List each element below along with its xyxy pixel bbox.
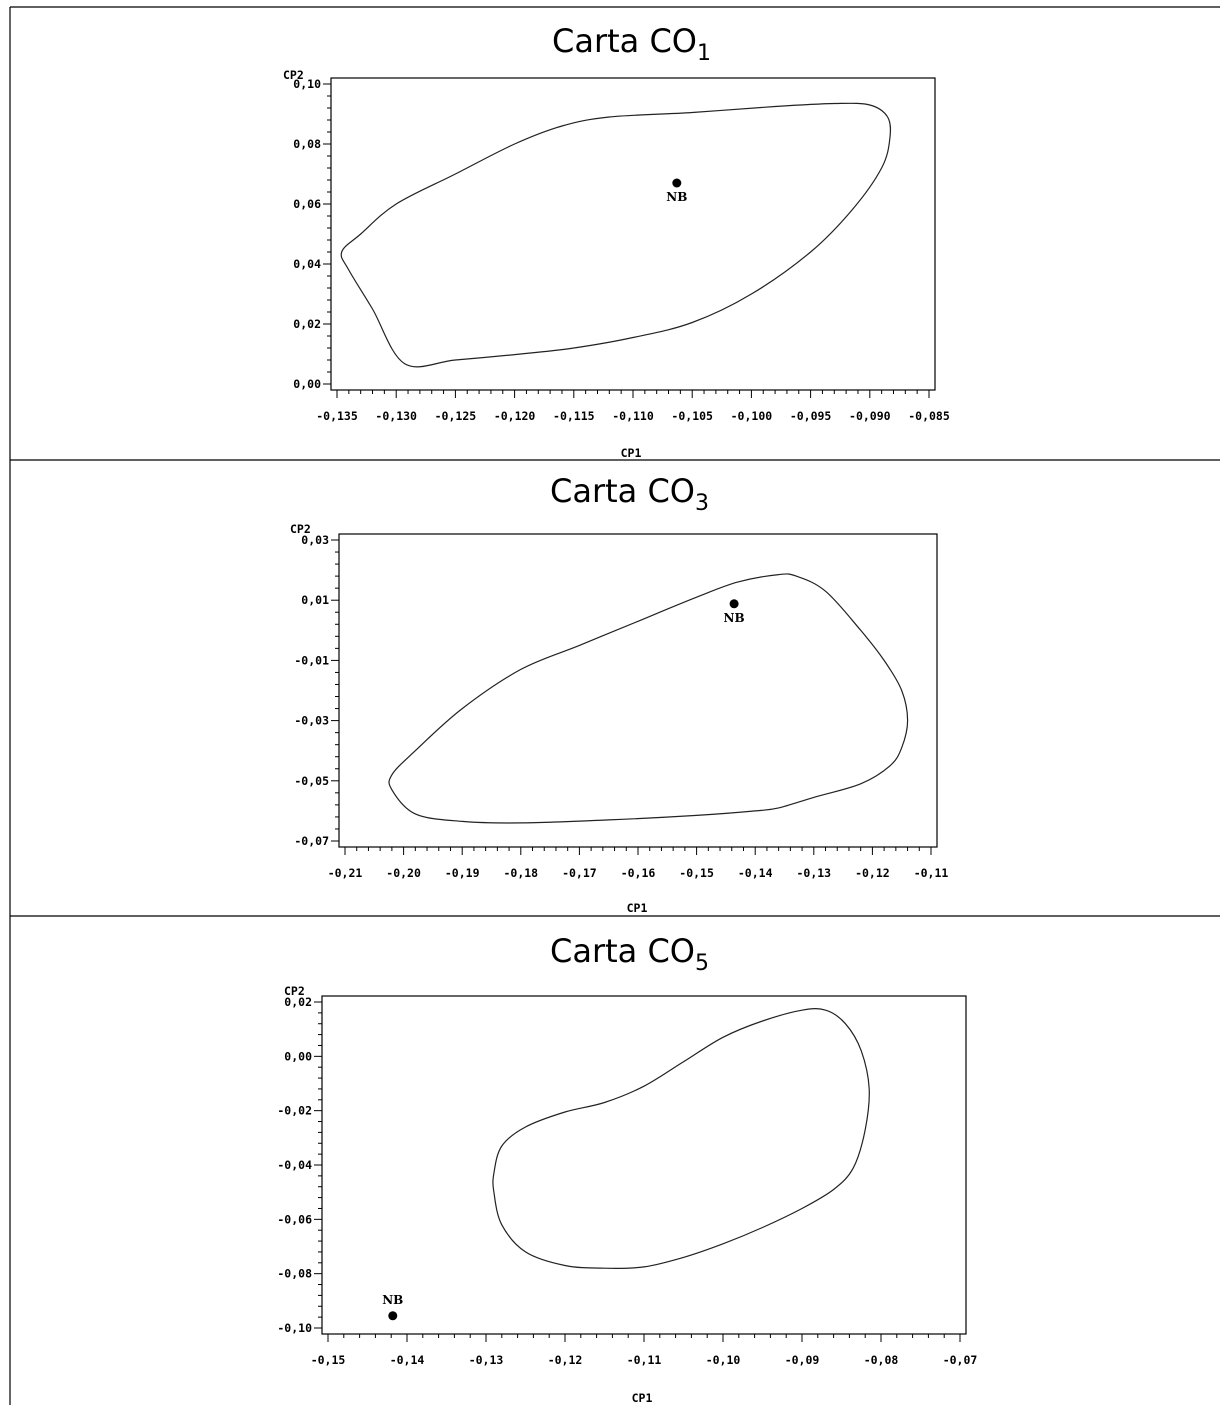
y-tick-label: -0,01 (294, 653, 329, 667)
x-tick-label: -0,21 (328, 866, 363, 880)
x-axis-title: CP1 (632, 1391, 653, 1405)
x-tick-label: -0,08 (864, 1353, 899, 1367)
y-tick-label: 0,00 (284, 1049, 312, 1063)
x-tick-label: -0,18 (503, 866, 538, 880)
confidence-region-layer (340, 102, 892, 368)
plot-area (330, 77, 936, 391)
y-tick-label: -0,03 (294, 714, 329, 728)
x-tick-label: -0,13 (469, 1353, 504, 1367)
x-tick-label: -0,110 (612, 409, 654, 423)
x-tick-label: -0,125 (435, 409, 477, 423)
confidence-region (388, 573, 909, 824)
point-label: NB (724, 611, 745, 625)
x-tick-label: -0,105 (671, 409, 713, 423)
y-tick-label: 0,08 (293, 137, 321, 151)
x-tick-label: -0,135 (316, 409, 358, 423)
x-axis-title: CP1 (621, 446, 642, 460)
chart-panel-co5: Carta CO5 -0,15 -0,14 -0,13 -0,12 -0,11 -0,10… (277, 932, 977, 1405)
y-tick-label: 0,00 (293, 377, 321, 391)
x-tick-label: -0,17 (562, 866, 597, 880)
x-tick-label: -0,11 (627, 1353, 662, 1367)
x-tick-label: -0,120 (494, 409, 536, 423)
chart-title: Carta CO3 (550, 472, 709, 516)
x-tick-label: -0,12 (855, 866, 890, 880)
y-tick-label: 0,03 (301, 533, 329, 547)
x-tick-label: -0,16 (621, 866, 656, 880)
confidence-region-layer (388, 573, 909, 824)
chart-title: Carta CO5 (550, 932, 709, 976)
x-tick-label: -0,19 (445, 866, 480, 880)
x-tick-label: -0,15 (311, 1353, 346, 1367)
x-tick-label: -0,14 (390, 1353, 425, 1367)
axis-ticks: -0,21 -0,20 -0,19 -0,18 -0,17 -0,16 -0,15 -0,14… (294, 533, 948, 880)
x-tick-label: -0,090 (849, 409, 891, 423)
x-tick-label: -0,15 (679, 866, 714, 880)
chart-panel-co3: Carta CO3 -0,21 -0,20 -0,19 -0,18 -0,17 -0,16… (290, 472, 948, 915)
axis-ticks: -0,135 -0,130 -0,125 -0,120 -0,115 -0,110 -0,1… (293, 77, 950, 423)
x-axis-title: CP1 (627, 901, 648, 915)
y-tick-label: -0,02 (277, 1104, 312, 1118)
chart-panel-co1: Carta CO1 -0,135 -0,130 -0,125 -0,120 -0,115… (283, 22, 950, 460)
y-tick-label: 0,04 (293, 257, 321, 271)
y-tick-label: -0,05 (294, 774, 329, 788)
y-tick-label: -0,06 (277, 1212, 312, 1226)
y-tick-label: -0,10 (277, 1321, 312, 1335)
x-tick-label: -0,115 (553, 409, 595, 423)
x-tick-label: -0,07 (943, 1353, 978, 1367)
confidence-region (492, 1008, 870, 1269)
confidence-region (340, 102, 892, 368)
x-tick-label: -0,095 (790, 409, 832, 423)
chart-title-subscript: 5 (695, 951, 709, 976)
x-tick-label: -0,085 (908, 409, 950, 423)
y-tick-label: -0,04 (277, 1158, 312, 1172)
y-axis-title: CP2 (283, 68, 304, 82)
point-label: NB (666, 190, 687, 204)
data-point (672, 178, 682, 188)
y-axis-title: CP2 (290, 522, 311, 536)
y-tick-label: -0,08 (277, 1267, 312, 1281)
y-tick-label: 0,10 (293, 77, 321, 91)
plot-area (338, 533, 938, 848)
plot-area (321, 995, 967, 1335)
x-tick-label: -0,14 (738, 866, 773, 880)
x-tick-label: -0,20 (386, 866, 421, 880)
y-tick-label: 0,02 (284, 995, 312, 1009)
y-axis-title: CP2 (284, 984, 305, 998)
point-layer: NB (724, 599, 745, 625)
y-tick-label: 0,06 (293, 197, 321, 211)
y-tick-label: 0,01 (301, 593, 329, 607)
chart-title-subscript: 1 (697, 41, 711, 66)
chart-title-subscript: 3 (695, 491, 709, 516)
x-tick-label: -0,10 (706, 1353, 741, 1367)
confidence-region-layer (492, 1008, 870, 1269)
point-label: NB (382, 1293, 403, 1307)
x-tick-label: -0,09 (785, 1353, 820, 1367)
x-tick-label: -0,13 (796, 866, 831, 880)
x-tick-label: -0,100 (731, 409, 773, 423)
x-tick-label: -0,12 (548, 1353, 583, 1367)
y-tick-label: -0,07 (294, 834, 329, 848)
point-layer: NB (666, 178, 687, 204)
chart-title: Carta CO1 (552, 22, 711, 66)
y-tick-label: 0,02 (293, 317, 321, 331)
data-point (388, 1311, 398, 1321)
x-tick-label: -0,130 (375, 409, 417, 423)
data-point (729, 599, 739, 609)
x-tick-label: -0,11 (914, 866, 949, 880)
point-layer: NB (382, 1293, 403, 1321)
axis-ticks: -0,15 -0,14 -0,13 -0,12 -0,11 -0,10 -0,09 -0,08… (277, 995, 977, 1367)
